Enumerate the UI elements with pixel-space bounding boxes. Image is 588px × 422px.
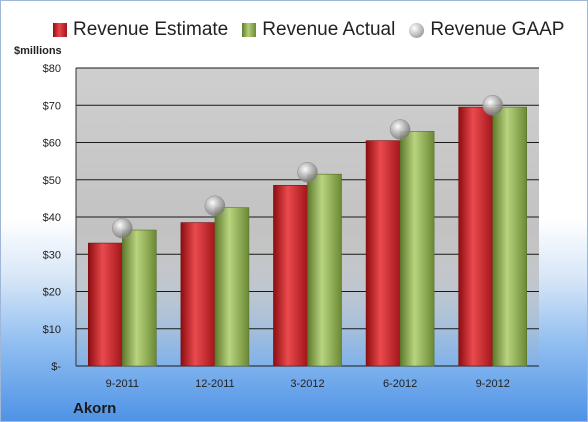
marker-revenue-gaap bbox=[204, 195, 226, 217]
bar-revenue-estimate bbox=[273, 185, 308, 367]
y-tick-label: $80 bbox=[43, 63, 61, 75]
bar-revenue-actual bbox=[492, 106, 528, 367]
marker-revenue-gaap bbox=[482, 95, 503, 116]
bar-revenue-actual bbox=[399, 131, 435, 367]
y-tick-label: $10 bbox=[43, 324, 61, 336]
y-tick-label: $60 bbox=[43, 138, 61, 150]
bar-revenue-actual bbox=[214, 207, 250, 367]
x-tick-label: 6-2012 bbox=[383, 378, 417, 390]
bar-revenue-estimate bbox=[458, 106, 494, 367]
bar-revenue-estimate bbox=[88, 242, 123, 367]
marker-revenue-gaap bbox=[112, 217, 133, 239]
legend-item-gaap: Revenue GAAP bbox=[409, 19, 564, 41]
y-axis-units-label: $millions bbox=[14, 45, 62, 57]
y-tick-label: $40 bbox=[43, 212, 61, 224]
legend-marker-gaap bbox=[409, 22, 425, 38]
x-tick-label: 9-2011 bbox=[106, 378, 139, 390]
legend-swatch-estimate bbox=[53, 23, 67, 37]
y-tick-label: $70 bbox=[43, 100, 61, 112]
legend-item-estimate: Revenue Estimate bbox=[53, 19, 228, 41]
marker-revenue-gaap bbox=[297, 162, 318, 183]
bar-revenue-estimate bbox=[180, 222, 216, 367]
legend-label-gaap: Revenue GAAP bbox=[430, 19, 565, 40]
bar-revenue-actual bbox=[122, 229, 157, 367]
y-tick-label: $30 bbox=[43, 249, 61, 261]
bar-revenue-actual bbox=[307, 173, 342, 367]
x-tick-label: 12-2011 bbox=[195, 378, 235, 390]
x-tick-label: 9-2012 bbox=[476, 378, 510, 390]
legend-label-actual: Revenue Actual bbox=[262, 19, 396, 40]
x-tick-label: 3-2012 bbox=[290, 378, 324, 390]
company-name: Akorn bbox=[73, 400, 117, 417]
legend-item-actual: Revenue Actual bbox=[242, 19, 395, 41]
legend: Revenue Estimate Revenue Actual Revenue … bbox=[53, 18, 578, 42]
legend-label-estimate: Revenue Estimate bbox=[73, 19, 229, 40]
legend-swatch-actual bbox=[242, 23, 257, 37]
y-tick-label: $20 bbox=[43, 287, 61, 299]
marker-revenue-gaap bbox=[389, 119, 411, 140]
bar-revenue-estimate bbox=[365, 140, 401, 367]
y-tick-label: $- bbox=[51, 361, 61, 373]
y-tick-label: $50 bbox=[43, 175, 61, 187]
